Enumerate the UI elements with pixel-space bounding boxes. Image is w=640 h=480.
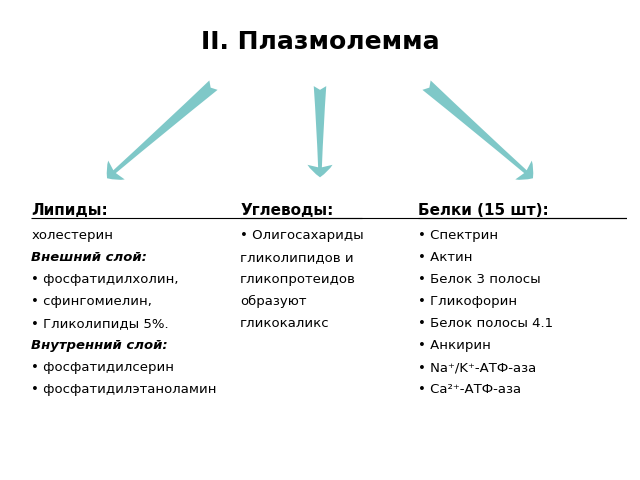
Text: • Гликолипиды 5%.: • Гликолипиды 5%. — [31, 317, 169, 330]
Text: гликопротеидов: гликопротеидов — [240, 273, 356, 286]
Text: гликокаликс: гликокаликс — [240, 317, 330, 330]
Text: • фосфатидилхолин,: • фосфатидилхолин, — [31, 273, 179, 286]
Text: • Анкирин: • Анкирин — [419, 339, 491, 352]
Text: • Ca²⁺-АТФ-аза: • Ca²⁺-АТФ-аза — [419, 384, 522, 396]
Text: • Na⁺/K⁺-АТФ-аза: • Na⁺/K⁺-АТФ-аза — [419, 361, 536, 374]
Text: • Белок полосы 4.1: • Белок полосы 4.1 — [419, 317, 554, 330]
Text: гликолипидов и: гликолипидов и — [240, 251, 354, 264]
Text: Внутренний слой:: Внутренний слой: — [31, 339, 168, 352]
Text: образуют: образуют — [240, 295, 307, 308]
Text: • фосфатидилэтаноламин: • фосфатидилэтаноламин — [31, 384, 217, 396]
Text: • Белок 3 полосы: • Белок 3 полосы — [419, 273, 541, 286]
Text: холестерин: холестерин — [31, 228, 113, 241]
Text: • Актин: • Актин — [419, 251, 473, 264]
Text: Внешний слой:: Внешний слой: — [31, 251, 147, 264]
Text: II. Плазмолемма: II. Плазмолемма — [201, 30, 439, 54]
Text: • Гликофорин: • Гликофорин — [419, 295, 517, 308]
Text: Белки (15 шт):: Белки (15 шт): — [419, 203, 549, 218]
Text: • сфингомиелин,: • сфингомиелин, — [31, 295, 152, 308]
Text: • Спектрин: • Спектрин — [419, 228, 499, 241]
Text: Углеводы:: Углеводы: — [240, 203, 333, 218]
Text: Липиды:: Липиды: — [31, 203, 108, 218]
Text: • Олигосахариды: • Олигосахариды — [240, 228, 364, 241]
Text: • фосфатидилсерин: • фосфатидилсерин — [31, 361, 174, 374]
